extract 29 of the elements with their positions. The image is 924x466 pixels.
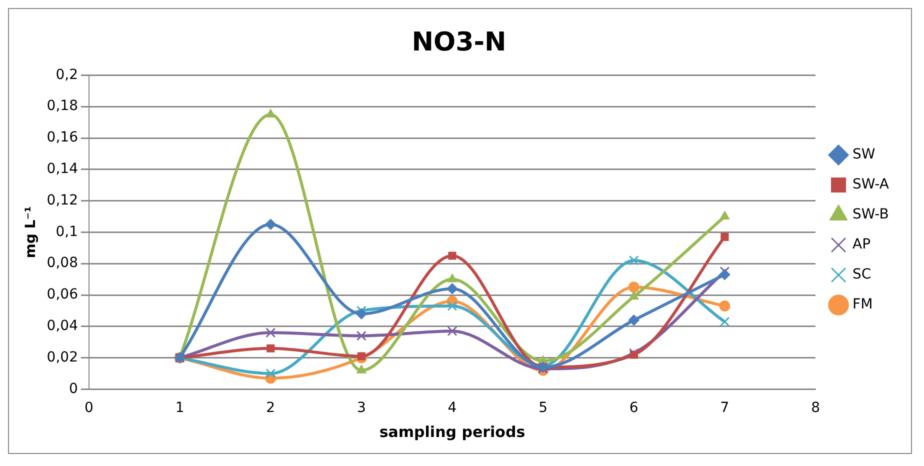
- x-tick-label: 8: [811, 400, 820, 416]
- legend-label: FM: [852, 296, 873, 313]
- y-tick-label: 0,14: [46, 161, 78, 178]
- y-axis-title: mg L⁻¹: [23, 206, 40, 258]
- legend-label: AP: [852, 236, 871, 253]
- y-tick-label: 0: [69, 380, 78, 397]
- y-tick-label: 0,02: [46, 349, 78, 366]
- x-axis-title: sampling periods: [379, 422, 526, 441]
- legend-label: SW-B: [852, 206, 889, 223]
- y-tick-label: 0,16: [46, 130, 78, 146]
- x-tick-label: 5: [538, 400, 548, 416]
- y-tick-label: 0,2: [56, 66, 78, 83]
- y-tick-label: 0,04: [46, 318, 78, 334]
- x-tick-label: 1: [175, 400, 184, 416]
- legend-label: SW-A: [852, 176, 890, 193]
- x-tick-label: 7: [720, 400, 730, 416]
- chart-title: NO3-N: [412, 27, 506, 58]
- y-tick-label: 0,06: [46, 286, 78, 303]
- legend-label: SW: [852, 146, 876, 163]
- y-tick-label: 0,1: [56, 224, 78, 240]
- x-tick-label: 4: [448, 400, 457, 416]
- x-tick-label: 6: [629, 400, 638, 416]
- y-tick-label: 0,08: [46, 255, 78, 272]
- x-tick-label: 2: [266, 400, 276, 416]
- x-tick-label: 0: [84, 400, 94, 416]
- y-tick-label: 0,12: [46, 192, 78, 208]
- y-tick-label: 0,18: [46, 98, 78, 114]
- legend-label: SC: [852, 266, 872, 283]
- x-tick-label: 3: [356, 400, 366, 416]
